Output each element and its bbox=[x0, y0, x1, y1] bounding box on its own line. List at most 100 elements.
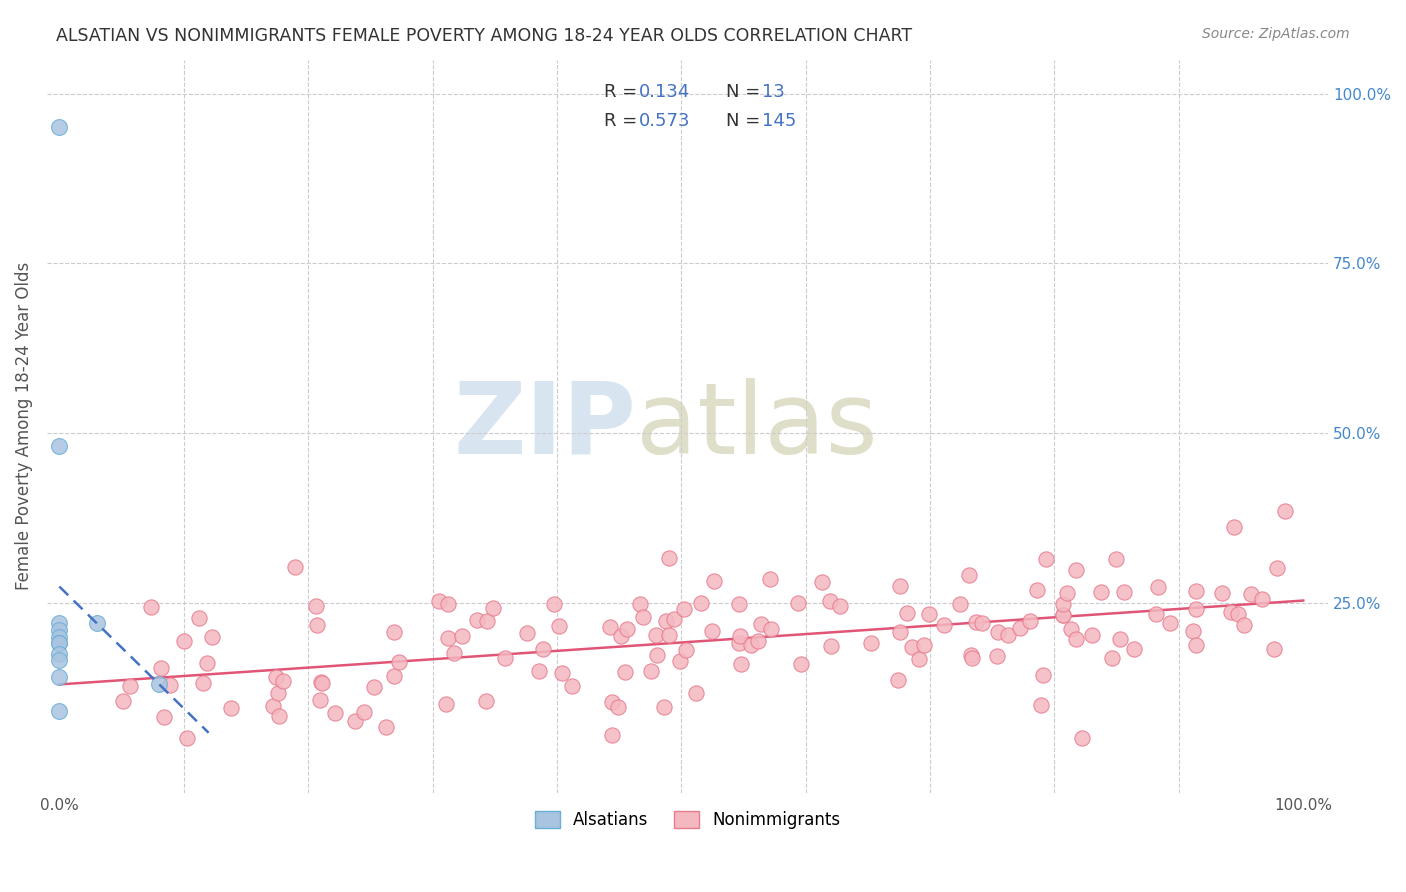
Point bbox=[860, 636, 883, 650]
Point bbox=[1185, 638, 1208, 652]
Point bbox=[1181, 624, 1204, 638]
Point bbox=[1081, 628, 1104, 642]
Point bbox=[437, 631, 460, 645]
Point bbox=[382, 669, 405, 683]
Point bbox=[176, 731, 198, 746]
Point bbox=[266, 670, 288, 684]
Point bbox=[1018, 614, 1040, 628]
Point bbox=[1031, 698, 1053, 712]
Point bbox=[645, 648, 668, 663]
Point bbox=[311, 674, 333, 689]
Point bbox=[628, 597, 651, 611]
Point bbox=[159, 678, 181, 692]
Text: Source: ZipAtlas.com: Source: ZipAtlas.com bbox=[1202, 27, 1350, 41]
Point bbox=[675, 643, 697, 657]
Point bbox=[267, 709, 290, 723]
Point bbox=[811, 575, 834, 590]
Point bbox=[550, 665, 572, 680]
Point bbox=[896, 606, 918, 620]
Point bbox=[728, 636, 751, 650]
Point bbox=[388, 655, 411, 669]
Point bbox=[1144, 607, 1167, 622]
Point bbox=[728, 629, 751, 643]
Point bbox=[1026, 583, 1049, 598]
Point bbox=[1064, 563, 1087, 577]
Point bbox=[307, 618, 329, 632]
Point bbox=[658, 628, 681, 642]
Point bbox=[475, 614, 498, 628]
Point bbox=[820, 639, 842, 653]
Point bbox=[382, 624, 405, 639]
Point bbox=[607, 700, 630, 714]
Point bbox=[1274, 504, 1296, 518]
Point bbox=[1159, 616, 1181, 631]
Point bbox=[727, 597, 749, 611]
Point bbox=[787, 596, 810, 610]
Point bbox=[644, 628, 666, 642]
Point bbox=[820, 593, 842, 607]
Point bbox=[672, 601, 695, 615]
Point bbox=[1109, 632, 1132, 647]
Point bbox=[987, 625, 1010, 640]
Point bbox=[1263, 642, 1285, 657]
Legend: Alsatians, Nonimmigrants: Alsatians, Nonimmigrants bbox=[529, 804, 846, 836]
Point bbox=[901, 640, 924, 654]
Point bbox=[1056, 586, 1078, 600]
Point bbox=[889, 625, 911, 640]
Point bbox=[516, 625, 538, 640]
Point bbox=[465, 613, 488, 627]
Point bbox=[1071, 731, 1094, 746]
Text: N =: N = bbox=[725, 112, 766, 130]
Point bbox=[309, 692, 332, 706]
Point bbox=[481, 600, 503, 615]
Point bbox=[284, 560, 307, 574]
Point bbox=[548, 619, 571, 633]
Point bbox=[1185, 584, 1208, 599]
Point bbox=[652, 699, 675, 714]
Point bbox=[48, 647, 70, 661]
Point bbox=[917, 607, 939, 621]
Point bbox=[527, 664, 550, 678]
Text: atlas: atlas bbox=[637, 377, 877, 475]
Point bbox=[48, 636, 70, 650]
Point bbox=[599, 620, 621, 634]
Point bbox=[1250, 592, 1272, 607]
Point bbox=[305, 599, 328, 614]
Point bbox=[139, 599, 162, 614]
Point bbox=[1265, 560, 1288, 574]
Point bbox=[609, 629, 631, 643]
Point bbox=[48, 636, 70, 650]
Text: R =: R = bbox=[605, 112, 643, 130]
Point bbox=[148, 677, 170, 691]
Point bbox=[271, 674, 294, 689]
Point bbox=[960, 648, 983, 662]
Point bbox=[730, 657, 752, 672]
Text: N =: N = bbox=[725, 83, 766, 101]
Point bbox=[1105, 552, 1128, 566]
Point bbox=[188, 611, 211, 625]
Point bbox=[86, 615, 108, 630]
Point bbox=[1101, 650, 1123, 665]
Point bbox=[1114, 585, 1136, 599]
Point bbox=[889, 579, 911, 593]
Point bbox=[949, 597, 972, 611]
Point bbox=[48, 623, 70, 637]
Point bbox=[201, 630, 224, 644]
Point bbox=[1123, 642, 1146, 657]
Point bbox=[1211, 586, 1233, 600]
Point bbox=[934, 617, 956, 632]
Point bbox=[443, 646, 465, 660]
Point bbox=[494, 651, 516, 665]
Point bbox=[887, 673, 910, 688]
Point bbox=[751, 616, 773, 631]
Point bbox=[957, 567, 980, 582]
Point bbox=[970, 615, 993, 630]
Point bbox=[747, 633, 769, 648]
Point bbox=[912, 638, 935, 652]
Point bbox=[195, 657, 218, 671]
Point bbox=[1052, 597, 1074, 611]
Point bbox=[363, 680, 385, 694]
Point bbox=[375, 720, 398, 734]
Point bbox=[543, 597, 565, 611]
Point bbox=[150, 661, 173, 675]
